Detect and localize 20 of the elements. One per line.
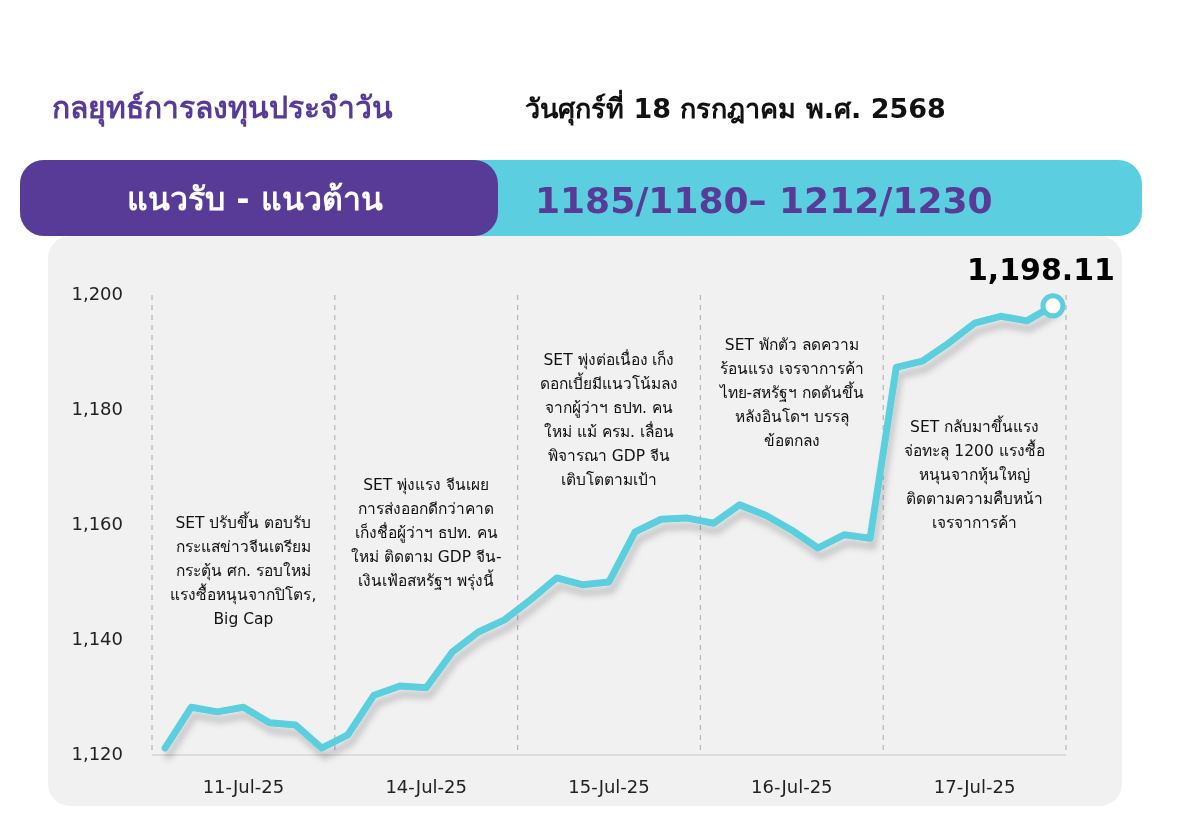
- x-tick-label: 11-Jul-25: [202, 776, 285, 797]
- y-tick-label: 1,180: [71, 398, 123, 419]
- text: แนวรับ - แนวต้าน: [127, 180, 383, 218]
- x-tick-label: 16-Jul-25: [751, 776, 833, 797]
- x-tick-label: 14-Jul-25: [385, 776, 467, 797]
- y-tick-label: 1,200: [71, 283, 123, 304]
- annotation: SET พักตัว ลดความ ร้อนแรง เจรจาการค้า ไทย-สหรัฐฯ กดดันขึ้น หลังอินโดฯ บรรลุ ข้อตกลง: [717, 336, 865, 450]
- y-tick-label: 1,140: [71, 628, 123, 649]
- annotation: SET พุ่งต่อเนื่อง เก็ง ดอกเบี้ยมีแนวโน้มลง จากผู้ว่าฯ ธปท. คน ใหม่ แม้ ครม. เลื่อน พิจารณา GDP จีน เติบโตตามเป้า: [540, 349, 678, 489]
- chart-title: กลยุทธ์การลงทุนประจำวัน: [52, 90, 393, 127]
- x-tick-label: 17-Jul-25: [933, 776, 1016, 797]
- text: 1185/1180– 1212/1230: [535, 180, 993, 221]
- x-tick-label: 15-Jul-25: [568, 776, 650, 797]
- annotation: SET กลับมาขึ้นแรง จ่อทะลุ 1200 แรงซื้อ หนุนจากหุ้นใหญ่ ติดตามความคืบหน้า เจรจาการค้า: [904, 415, 1045, 532]
- chart-subtitle: วันศุกร์ที่ 18 กรกฎาคม พ.ศ. 2568: [525, 89, 946, 126]
- data-label: 1,198.11: [966, 251, 1115, 287]
- annotation: SET พุ่งแรง จีนเผย การส่งออกดีกว่าคาด เก็งชื่อผู้ว่าฯ ธปท. คน ใหม่ ติดตาม GDP จีน- เงินเฟ้อสหรัฐฯ พรุ่งนี้: [350, 476, 502, 591]
- y-tick-label: 1,160: [71, 513, 123, 534]
- y-tick-label: 1,120: [71, 743, 123, 764]
- annotation: SET ปรับขึ้น ตอบรับ กระแสข่าวจีนเตรียม กระตุ้น ศก. รอบใหม่ แรงซื้อหนุนจากปิโตร, Big Cap: [170, 511, 317, 628]
